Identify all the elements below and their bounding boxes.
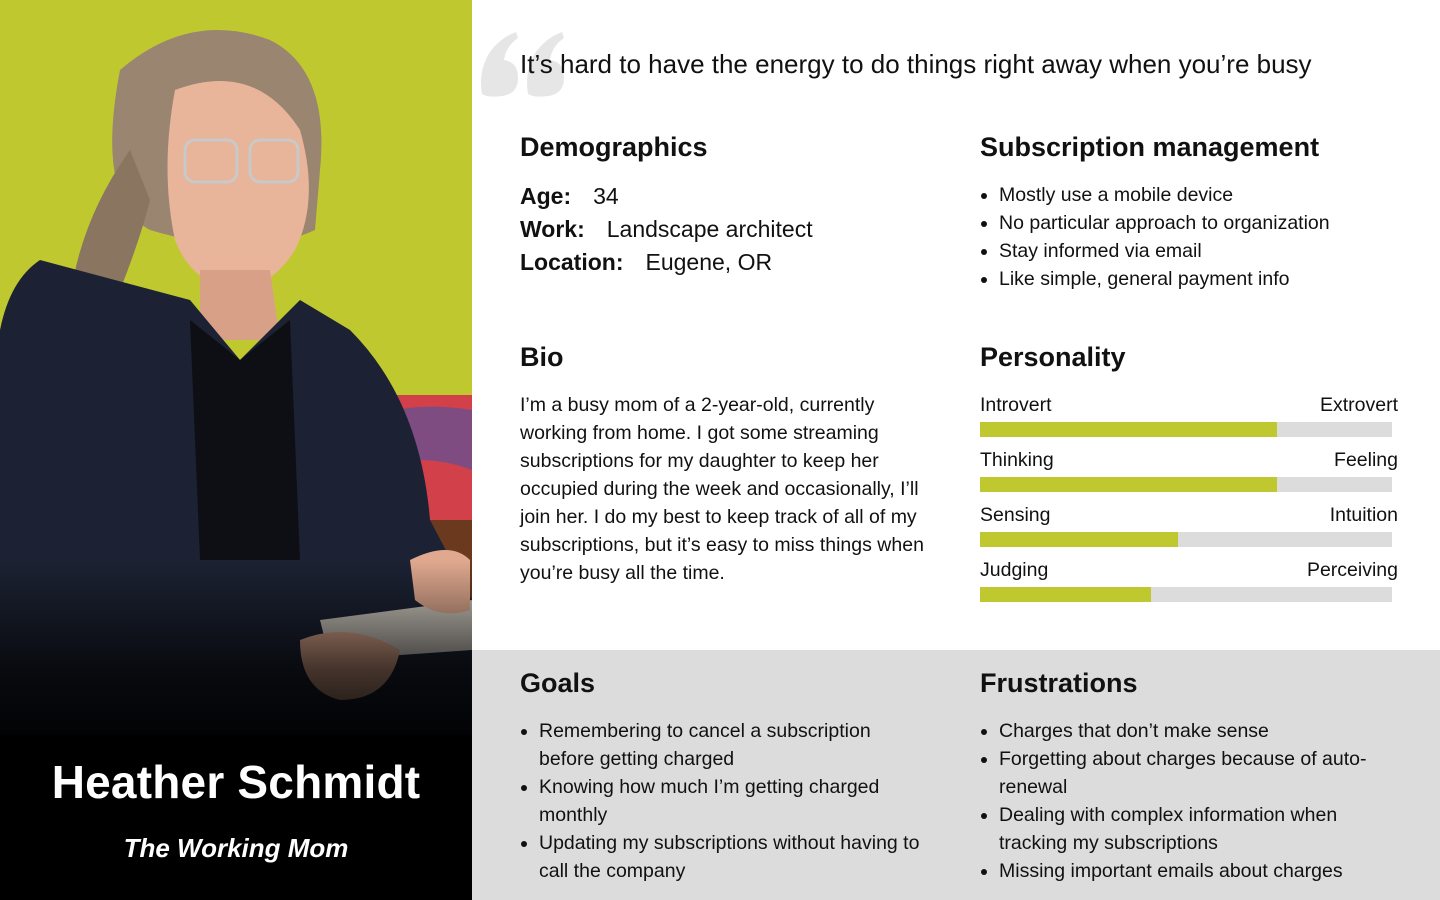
list-item: Charges that don’t make sense [980,717,1380,745]
scale-left-label: Introvert [980,394,1052,416]
quote-mark-icon [481,32,564,97]
subscription-title: Subscription management [980,132,1320,162]
list-item: Updating my subscriptions without having… [520,829,920,885]
demographics-label: Location: [520,249,624,275]
bio-text: I’m a busy mom of a 2-year-old, currentl… [520,394,924,584]
subscription-list: Mostly use a mobile device No particular… [980,181,1420,293]
scale-fill [980,587,1151,602]
scale-fill [980,532,1178,547]
personality-scale-thinking-feeling: Thinking Feeling [980,446,1398,501]
frustrations-list: Charges that don’t make sense Forgetting… [980,717,1380,885]
scale-right-label: Feeling [1334,449,1398,471]
persona-role: The Working Mom [123,833,349,863]
bottom-panel [472,650,1440,900]
scale-track [980,422,1392,437]
scale-track [980,477,1392,492]
demographics-title: Demographics [520,132,708,162]
persona-quote: It’s hard to have the energy to do thing… [520,49,1312,79]
list-item: Dealing with complex information when tr… [980,801,1380,857]
scale-track [980,532,1392,547]
demographics-list: Age: 34 Work: Landscape architect Location… [520,180,813,279]
scale-fill [980,477,1277,492]
scale-right-label: Perceiving [1306,559,1398,581]
demographics-row-age: Age: 34 [520,180,813,213]
personality-scales: Introvert Extrovert Thinking Feeling Sensi… [980,391,1398,611]
demographics-value: Landscape architect [606,216,813,242]
persona-photo [0,30,472,900]
scale-fill [980,422,1277,437]
list-item: Like simple, general payment info [980,265,1420,293]
list-item: Forgetting about charges because of auto… [980,745,1380,801]
scale-right-label: Intuition [1329,504,1398,526]
frustrations-title: Frustrations [980,668,1138,698]
demographics-value: Eugene, OR [645,249,773,275]
bio-title: Bio [520,342,564,372]
personality-title: Personality [980,342,1126,372]
scale-right-label: Extrovert [1319,394,1398,416]
persona-name: Heather Schmidt [51,756,421,808]
demographics-value: 34 [593,183,619,209]
name-block: Heather Schmidt The Working Mom [0,735,472,900]
persona-photo-panel: Heather Schmidt The Working Mom [0,0,472,900]
demographics-row-work: Work: Landscape architect [520,213,813,246]
goals-title: Goals [520,668,596,698]
personality-scale-introvert-extrovert: Introvert Extrovert [980,391,1398,446]
scale-left-label: Judging [980,559,1049,581]
goals-list: Remembering to cancel a subscription bef… [520,717,920,885]
list-item: Knowing how much I’m getting charged mon… [520,773,920,829]
scale-track [980,587,1392,602]
demographics-label: Age: [520,183,572,209]
list-item: Stay informed via email [980,237,1420,265]
demographics-label: Work: [520,216,585,242]
scale-left-label: Thinking [980,449,1054,471]
list-item: No particular approach to organization [980,209,1420,237]
list-item: Mostly use a mobile device [980,181,1420,209]
scale-left-label: Sensing [980,504,1051,526]
list-item: Missing important emails about charges [980,857,1380,885]
personality-scale-judging-perceiving: Judging Perceiving [980,556,1398,611]
personality-scale-sensing-intuition: Sensing Intuition [980,501,1398,556]
list-item: Remembering to cancel a subscription bef… [520,717,920,773]
demographics-row-location: Location: Eugene, OR [520,246,813,279]
